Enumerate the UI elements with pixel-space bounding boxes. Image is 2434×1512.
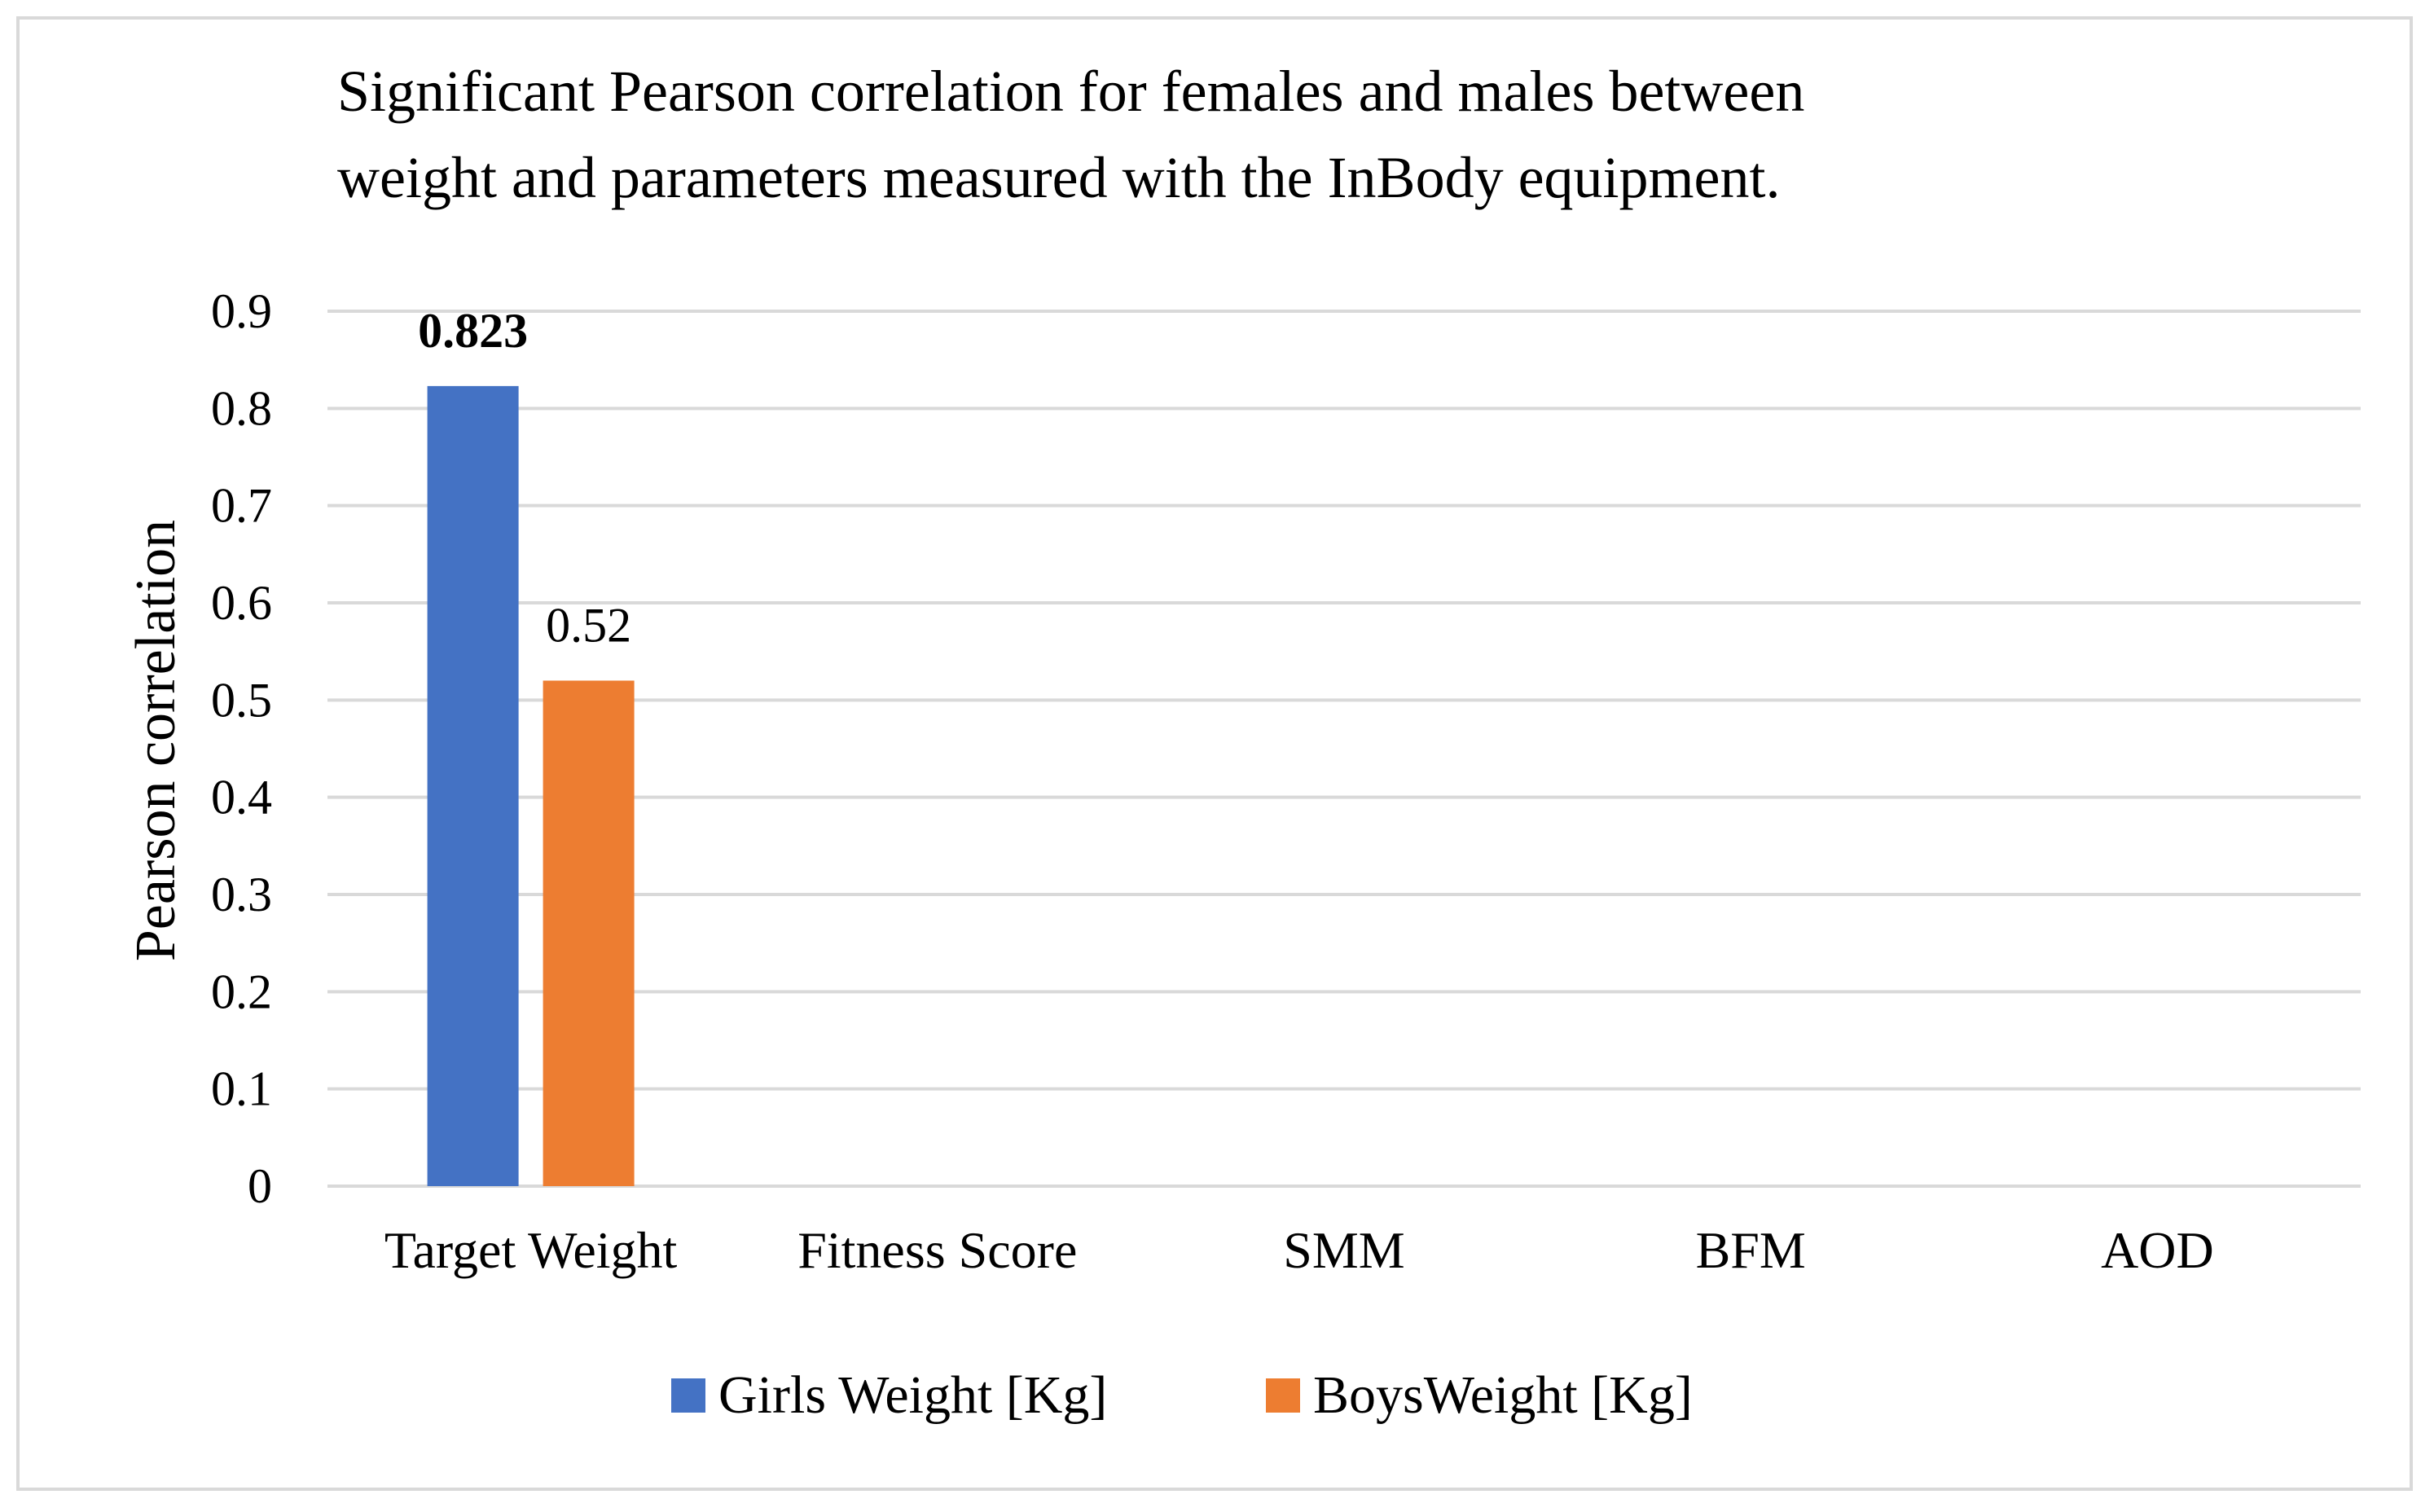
bar-boys-0 — [543, 680, 635, 1186]
y-tick-label: 0.3 — [211, 868, 272, 921]
x-category-label: SMM — [1283, 1221, 1404, 1279]
x-axis-categories: Target Weight Fitness Score SMM BFM AOD — [384, 1221, 2214, 1279]
y-tick-label: 0.4 — [211, 771, 272, 824]
y-tick-label: 0.8 — [211, 381, 272, 435]
legend: Girls Weight [Kg] BoysWeight [Kg] — [671, 1365, 1693, 1425]
x-category-label: BFM — [1696, 1221, 1806, 1279]
bars — [427, 385, 635, 1186]
gridlines — [327, 310, 2361, 1188]
chart-title-line-1: Significant Pearson correlation for fema… — [337, 59, 1804, 124]
y-axis-ticks: 0 0.1 0.2 0.3 0.4 0.5 0.6 0.7 0.8 0.9 — [211, 284, 272, 1213]
y-tick-label: 0.9 — [211, 284, 272, 338]
legend-swatch — [671, 1378, 705, 1413]
y-tick-label: 0.1 — [211, 1062, 272, 1116]
chart-frame: Significant Pearson correlation for fema… — [16, 16, 2413, 1491]
x-category-label: AOD — [2101, 1221, 2214, 1279]
y-tick-label: 0.2 — [211, 965, 272, 1018]
y-axis-title: Pearson correlation — [125, 520, 187, 961]
data-label: 0.823 — [418, 304, 528, 358]
chart-title-line-2: weight and parameters measured with the … — [337, 145, 1781, 210]
y-tick-label: 0 — [248, 1159, 272, 1213]
x-category-label: Fitness Score — [797, 1221, 1077, 1279]
y-tick-label: 0.5 — [211, 673, 272, 727]
y-tick-label: 0.7 — [211, 479, 272, 533]
legend-label: BoysWeight [Kg] — [1313, 1365, 1693, 1425]
legend-swatch — [1266, 1378, 1300, 1413]
x-category-label: Target Weight — [384, 1221, 678, 1279]
legend-label: Girls Weight [Kg] — [718, 1365, 1107, 1425]
data-labels: 0.823 0.52 — [418, 304, 631, 653]
bar-girls-0 — [427, 385, 519, 1186]
chart-svg: Significant Pearson correlation for fema… — [125, 59, 2361, 1425]
data-label: 0.52 — [546, 598, 631, 652]
chart-title: Significant Pearson correlation for fema… — [337, 59, 1804, 210]
y-tick-label: 0.6 — [211, 576, 272, 630]
